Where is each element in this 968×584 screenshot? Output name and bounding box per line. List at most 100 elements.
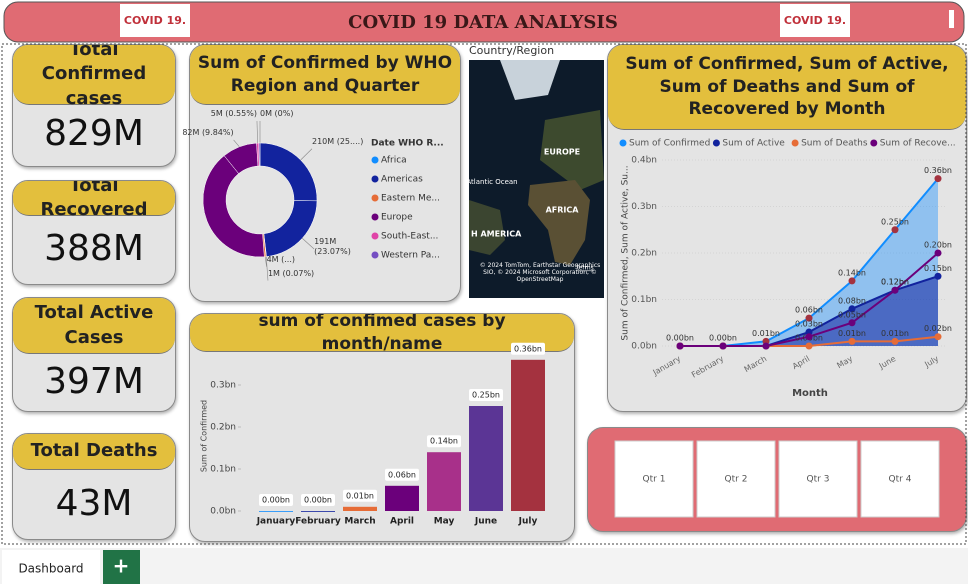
marker [934,333,942,341]
marker [805,333,813,341]
legend-marker [619,139,627,147]
data-label: 0M (0%) [260,109,294,118]
marker [762,342,770,350]
y-tick-label: 0.2bn [210,423,236,433]
add-tab-button[interactable] [103,550,140,584]
tab-label[interactable]: Dashboard [18,562,83,576]
data-label: 82M (9.84%) [182,127,234,137]
marker [934,175,942,183]
label-box: 1M (0.07%) [267,268,315,278]
data-label: 0.20bn [924,241,952,250]
slicer-label[interactable]: Qtr 2 [725,475,748,485]
legend-label: Europe [381,213,413,223]
bar-card: sum of confimed cases by month/name [189,313,575,542]
donut-slice [263,200,318,257]
x-tick-label: July [922,354,940,370]
marker [848,305,856,313]
slicer-label[interactable]: Qtr 4 [889,475,912,485]
kpi-card: Total Confirmed cases 829M [12,44,176,167]
y-tick-label: 0.0bn [210,507,236,517]
label-box: 210M (25....) [312,136,364,146]
label-bg [259,494,293,506]
line-card: Sum of Confirmed, Sum of Active, Sum of … [607,44,967,412]
slicer-button[interactable] [696,440,776,518]
map-place: H AMERICA [471,230,522,239]
page-title: COVID 19 DATA ANALYSIS [348,12,618,33]
data-label: 0.03bn [795,320,823,329]
x-tick-label: February [690,354,725,380]
logo-text: COVID 19. [784,14,846,27]
x-tick-label: June [474,517,497,527]
y-axis-title: Sum of Confirmed, Sum of Active, Su... [621,165,631,340]
x-tick-label: February [295,517,341,527]
bar [469,406,503,511]
slicer-button[interactable] [860,440,940,518]
data-label: 0.08bn [838,296,866,305]
legend-label: South-East... [381,232,438,242]
x-tick-label: March [743,354,769,374]
label-bg [427,435,461,448]
logo-text: COVID 19. [124,14,186,27]
legend-marker [371,251,379,259]
area [680,276,938,346]
kpi-value: 829M [44,113,144,154]
map-terms[interactable]: Terms [575,265,594,272]
map-land [500,60,560,100]
bar [427,452,461,511]
legend-marker [371,156,379,164]
slicer-label[interactable]: Qtr 1 [643,475,666,485]
kpi-label: Total Recovered [13,181,175,220]
marker [805,342,813,350]
data-label: 1M (0.07%) [267,268,315,278]
data-label: 0.36bn [924,166,952,175]
legend-marker [371,232,379,240]
data-label: 0.00bn [709,334,737,343]
data-label: 0.25bn [881,217,909,226]
marker [848,319,856,327]
chart-title: Sum of Confirmed by WHO Region and Quart… [190,45,460,105]
tab-bar [0,548,968,584]
legend-label: Western Pa... [381,251,440,261]
bar [511,359,545,511]
leader-line [256,121,258,144]
data-label: 0.00bn [666,334,694,343]
x-tick-label: January [256,517,296,527]
data-label: 210M (25....) [312,136,364,146]
map-land [528,180,590,265]
kpi-label: Total Active Cases [13,298,175,354]
data-label: 0.14bn [430,437,458,446]
y-tick-label: 0.1bn [210,465,236,475]
leader-line [302,238,315,250]
marker [934,272,942,280]
legend-label: Sum of Deaths [801,139,868,149]
logo [120,4,190,37]
legend-label: Eastern Me... [381,194,440,204]
map-land [469,200,505,255]
logo [780,4,850,37]
label-bg [301,494,335,506]
data-label: 0.01bn [346,491,374,500]
y-tick-label: 0.1bn [631,295,657,305]
data-label: 4M (...) [266,254,295,264]
header-bar [3,1,965,43]
label-box: 0M (0%) [260,109,294,118]
legend-marker [870,139,878,147]
marker [848,337,856,345]
data-label: 5M (0.55%) [210,109,257,119]
slicer-button[interactable] [614,440,694,518]
x-tick-label: May [835,354,854,370]
x-tick-label: June [877,354,898,371]
tab[interactable] [2,550,100,584]
y-axis-title: Sum of Confirmed [200,400,209,472]
slicer-label[interactable]: Qtr 3 [807,475,830,485]
slicer-button[interactable] [778,440,858,518]
label-box: 82M (9.84%) [182,127,234,137]
kpi-value: 388M [44,228,144,269]
legend-label: Sum of Confirmed [629,139,710,149]
legend-label: Americas [381,175,423,185]
add-tab-label[interactable]: + [113,554,130,578]
data-label: 0.12bn [881,278,909,287]
x-axis-title: Month [792,388,828,399]
